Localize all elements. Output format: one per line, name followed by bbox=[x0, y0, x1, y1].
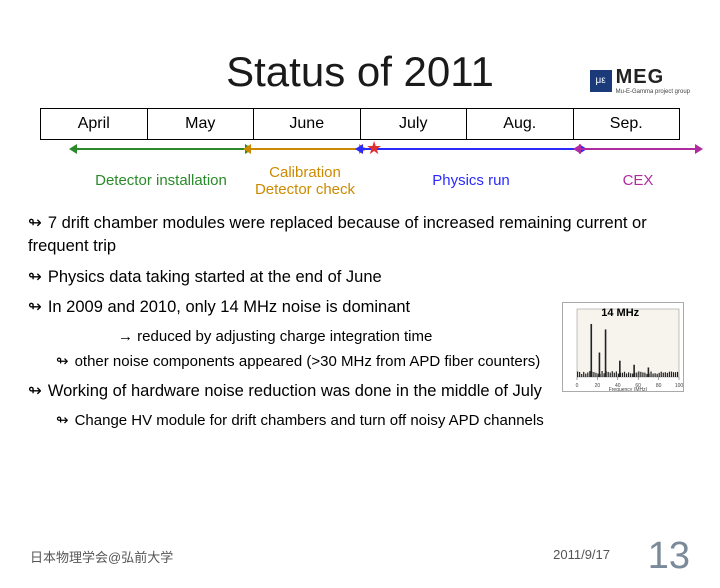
label-calibration-1: Calibration bbox=[250, 164, 360, 181]
bullet-1: ↬7 drift chamber modules were replaced b… bbox=[28, 212, 686, 258]
month-cell: Sep. bbox=[573, 109, 680, 140]
logo: με MEG Mu-E-Gamma project group bbox=[590, 66, 690, 95]
label-detector-installation: Detector installation bbox=[76, 172, 246, 189]
svg-text:20: 20 bbox=[595, 383, 601, 389]
logo-glyph: με bbox=[590, 70, 612, 92]
label-physics-run: Physics run bbox=[362, 172, 580, 189]
bullet-2: ↬Physics data taking started at the end … bbox=[28, 266, 686, 289]
bullet-icon: ↬ bbox=[28, 267, 42, 286]
bullet-icon: ↬ bbox=[56, 413, 69, 429]
noise-spectrum-chart: 020406080100Frequency (MHz) 14 MHz bbox=[562, 302, 684, 392]
star-icon: ★ bbox=[366, 138, 382, 159]
bullet-icon: ↬ bbox=[28, 381, 42, 400]
bullet-icon: ↬ bbox=[28, 297, 42, 316]
month-table: April May June July Aug. Sep. bbox=[40, 108, 680, 140]
svg-text:Frequency (MHz): Frequency (MHz) bbox=[609, 387, 648, 391]
label-calibration-2: Detector check bbox=[250, 181, 360, 198]
bullet-icon: ↬ bbox=[56, 354, 69, 370]
label-cex: CEX bbox=[580, 172, 696, 189]
month-cell: Aug. bbox=[467, 109, 574, 140]
logo-text: MEG bbox=[616, 66, 690, 89]
bullet-icon: ↬ bbox=[28, 213, 42, 232]
inset-peak-label: 14 MHz bbox=[601, 307, 639, 319]
timeline-arrows: ★ bbox=[40, 140, 680, 160]
logo-subtext: Mu-E-Gamma project group bbox=[616, 89, 690, 95]
label-calibration: Calibration Detector check bbox=[250, 164, 360, 198]
timeline-labels: Detector installation Calibration Detect… bbox=[40, 164, 680, 204]
svg-text:0: 0 bbox=[576, 383, 579, 389]
svg-text:100: 100 bbox=[675, 383, 683, 389]
month-cell: April bbox=[41, 109, 148, 140]
page-number: 13 bbox=[648, 535, 690, 578]
footer-date: 2011/9/17 bbox=[553, 547, 610, 562]
month-cell: July bbox=[360, 109, 467, 140]
svg-text:80: 80 bbox=[656, 383, 662, 389]
month-cell: June bbox=[254, 109, 361, 140]
footer-venue: 日本物理学会@弘前大学 bbox=[30, 547, 173, 566]
month-cell: May bbox=[147, 109, 254, 140]
bullet-5a: ↬Change HV module for drift chambers and… bbox=[56, 411, 686, 432]
